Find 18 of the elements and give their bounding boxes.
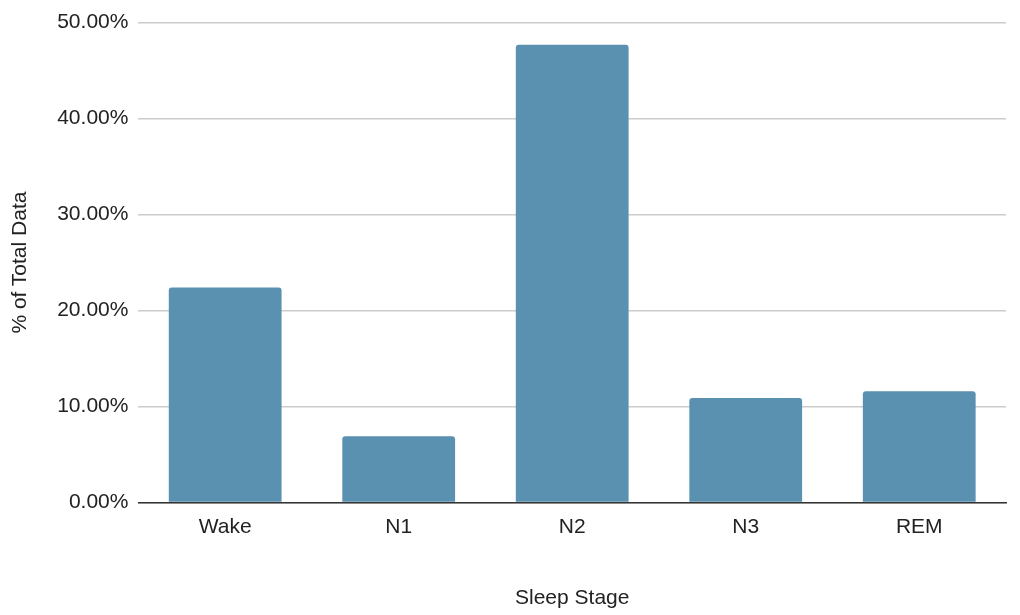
- x-tick-label: N1: [385, 514, 413, 537]
- x-tick-label: REM: [895, 514, 943, 537]
- bar: [342, 436, 456, 502]
- y-tick-label: 50.00%: [57, 9, 129, 33]
- y-tick-label: 10.00%: [57, 393, 129, 417]
- bar: [515, 44, 629, 502]
- bar: [689, 397, 803, 502]
- y-axis-title: % of Total Data: [7, 191, 31, 334]
- y-tick-label: 20.00%: [57, 297, 129, 321]
- x-tick-label: N3: [732, 514, 760, 537]
- x-tick-label: N2: [558, 514, 586, 537]
- y-tick-label: 40.00%: [57, 105, 129, 129]
- y-tick-label: 30.00%: [57, 201, 129, 225]
- y-tick-label: 0.00%: [68, 489, 129, 513]
- bar: [862, 391, 976, 502]
- x-tick-label: Wake: [198, 514, 252, 537]
- x-axis-title: Sleep Stage: [514, 585, 630, 609]
- bar: [168, 287, 282, 502]
